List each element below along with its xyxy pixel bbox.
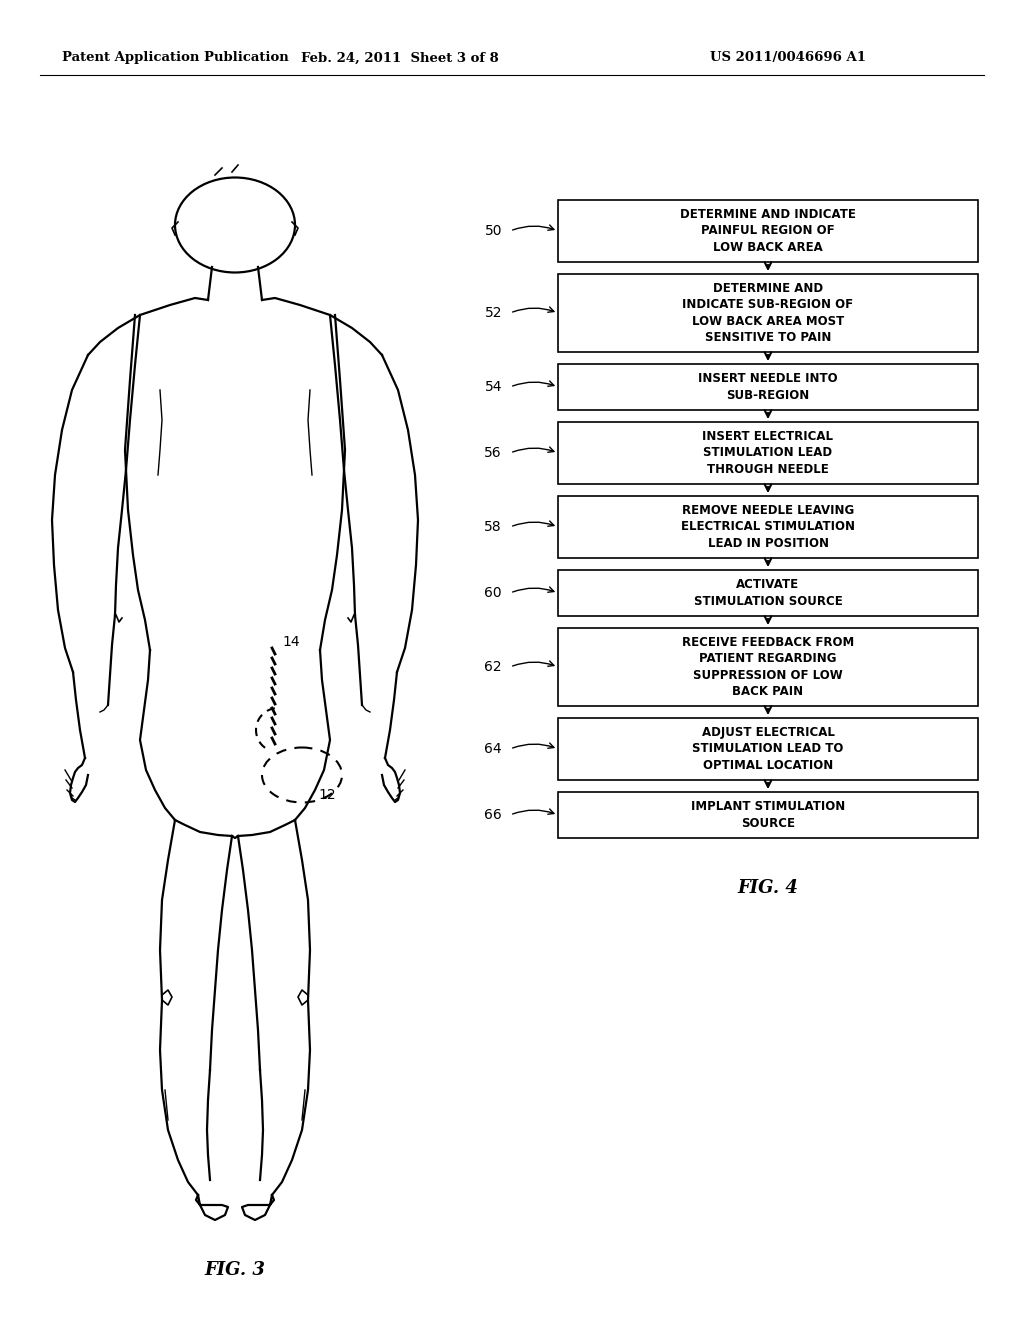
Text: 64: 64	[484, 742, 502, 756]
Text: 12: 12	[318, 788, 336, 803]
Text: INSERT ELECTRICAL
STIMULATION LEAD
THROUGH NEEDLE: INSERT ELECTRICAL STIMULATION LEAD THROU…	[702, 430, 834, 477]
Text: 54: 54	[484, 380, 502, 393]
Text: US 2011/0046696 A1: US 2011/0046696 A1	[710, 51, 866, 65]
Text: 58: 58	[484, 520, 502, 535]
Text: 66: 66	[484, 808, 502, 822]
Text: ADJUST ELECTRICAL
STIMULATION LEAD TO
OPTIMAL LOCATION: ADJUST ELECTRICAL STIMULATION LEAD TO OP…	[692, 726, 844, 772]
FancyBboxPatch shape	[558, 364, 978, 411]
Text: ACTIVATE
STIMULATION SOURCE: ACTIVATE STIMULATION SOURCE	[693, 578, 843, 607]
FancyBboxPatch shape	[558, 201, 978, 261]
Text: Patent Application Publication: Patent Application Publication	[62, 51, 289, 65]
Text: REMOVE NEEDLE LEAVING
ELECTRICAL STIMULATION
LEAD IN POSITION: REMOVE NEEDLE LEAVING ELECTRICAL STIMULA…	[681, 504, 855, 550]
Text: Feb. 24, 2011  Sheet 3 of 8: Feb. 24, 2011 Sheet 3 of 8	[301, 51, 499, 65]
FancyBboxPatch shape	[558, 718, 978, 780]
FancyBboxPatch shape	[558, 275, 978, 352]
Text: FIG. 4: FIG. 4	[737, 879, 799, 898]
Text: DETERMINE AND
INDICATE SUB-REGION OF
LOW BACK AREA MOST
SENSITIVE TO PAIN: DETERMINE AND INDICATE SUB-REGION OF LOW…	[682, 281, 854, 345]
Text: 52: 52	[484, 306, 502, 319]
FancyBboxPatch shape	[558, 792, 978, 838]
FancyBboxPatch shape	[558, 628, 978, 706]
FancyBboxPatch shape	[558, 570, 978, 616]
Text: INSERT NEEDLE INTO
SUB-REGION: INSERT NEEDLE INTO SUB-REGION	[698, 372, 838, 401]
Text: RECEIVE FEEDBACK FROM
PATIENT REGARDING
SUPPRESSION OF LOW
BACK PAIN: RECEIVE FEEDBACK FROM PATIENT REGARDING …	[682, 636, 854, 698]
Text: 14: 14	[282, 635, 300, 649]
Text: DETERMINE AND INDICATE
PAINFUL REGION OF
LOW BACK AREA: DETERMINE AND INDICATE PAINFUL REGION OF…	[680, 209, 856, 253]
Text: 62: 62	[484, 660, 502, 675]
FancyBboxPatch shape	[558, 496, 978, 558]
Text: IMPLANT STIMULATION
SOURCE: IMPLANT STIMULATION SOURCE	[691, 800, 845, 830]
Text: 50: 50	[484, 224, 502, 238]
Text: 60: 60	[484, 586, 502, 601]
Text: FIG. 3: FIG. 3	[205, 1261, 265, 1279]
Text: 56: 56	[484, 446, 502, 459]
FancyBboxPatch shape	[558, 422, 978, 484]
